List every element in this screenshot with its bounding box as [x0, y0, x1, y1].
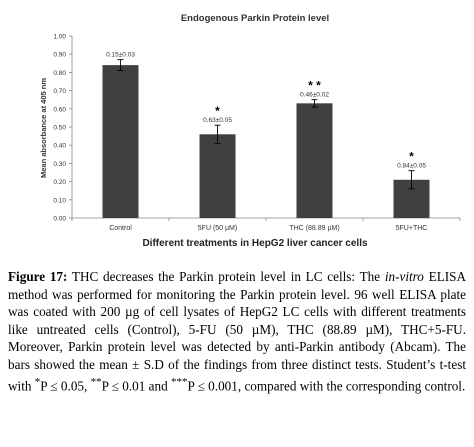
y-tick-label: 0.50	[53, 125, 66, 132]
figure-caption: Figure 17: THC decreases the Parkin prot…	[8, 268, 466, 395]
data-label: 0.15±0.03	[106, 52, 135, 59]
y-tick-label: 0.70	[53, 88, 66, 95]
y-tick-label: 0.00	[53, 216, 66, 223]
chart-title: Endogenous Parkin Protein level	[181, 13, 329, 24]
bars	[102, 59, 430, 219]
caption-intro: THC decreases the Parkin protein level i…	[71, 269, 381, 284]
caption-p2: P ≤ 0.01 and	[101, 377, 168, 393]
category-label: 5FU (50 µM)	[198, 225, 237, 232]
category-label: Control	[109, 225, 132, 232]
caption-label: Figure 17:	[8, 269, 68, 284]
category-label: THC (88.89 µM)	[289, 225, 339, 232]
y-tick-label: 0.60	[53, 106, 66, 113]
y-tick-label: 0.20	[53, 179, 66, 186]
caption-p1: P ≤ 0.05,	[40, 377, 88, 393]
bar	[199, 134, 236, 218]
x-axis-label: Different treatments in HepG2 liver canc…	[142, 238, 368, 249]
caption-p1-mark: *	[34, 375, 41, 388]
category-label: 5FU+THC	[396, 225, 428, 232]
y-axis: 0.00 0.10 0.20 0.30 0.40 0.50 0.60 0.70 0.80 0.90…	[53, 34, 73, 223]
data-label: 0.46±0.02	[300, 92, 329, 99]
bar-chart: Endogenous Parkin Protein level 0.00 0.10…	[39, 13, 461, 249]
data-label: 0.63±0.05	[203, 117, 232, 124]
y-tick-label: 1.00	[53, 34, 66, 41]
x-axis: Control 5FU (50 µM) THC (88.89 µM) 5FU+THC	[71, 217, 461, 232]
y-tick-label: 0.40	[53, 143, 66, 150]
caption-body: ELISA method was performed for monitorin…	[8, 269, 467, 393]
bar	[296, 103, 333, 218]
caption-p2-mark: **	[90, 375, 102, 388]
y-tick-label: 0.30	[53, 161, 66, 168]
significance-mark: *	[409, 150, 414, 164]
caption-p3-mark: ***	[171, 375, 188, 388]
bar	[102, 65, 139, 219]
data-labels: 0.15±0.030.63±0.05*0.46±0.02* *0.84±0.05…	[106, 52, 426, 170]
significance-mark: * *	[308, 79, 321, 93]
data-label: 0.84±0.05	[397, 163, 426, 170]
y-axis-label: Mean absorbance at 405 nm	[39, 78, 48, 178]
y-tick-label: 0.80	[53, 70, 66, 77]
y-tick-label: 0.10	[53, 197, 66, 204]
caption-italic: in-vitro	[384, 269, 424, 284]
significance-mark: *	[215, 104, 220, 118]
caption-p3: P ≤ 0.001, compared with the correspondi…	[187, 377, 466, 393]
y-tick-label: 0.90	[53, 52, 66, 59]
